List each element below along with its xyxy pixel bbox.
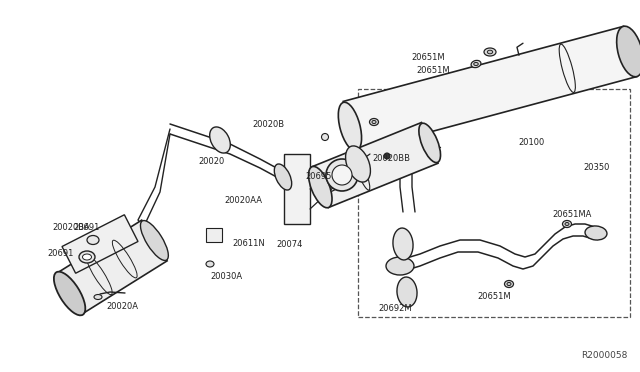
Ellipse shape [617,26,640,77]
Bar [284,154,310,224]
Polygon shape [57,220,167,314]
Text: 20030A: 20030A [210,272,242,281]
Text: 20350: 20350 [583,163,609,171]
Ellipse shape [565,222,569,225]
Text: 20691: 20691 [74,222,100,231]
Ellipse shape [87,235,99,244]
Ellipse shape [308,166,332,208]
Ellipse shape [585,226,607,240]
Bar [206,228,222,242]
Ellipse shape [79,251,95,263]
Ellipse shape [94,295,102,299]
Text: 20020A: 20020A [106,302,138,311]
Text: 20020AA: 20020AA [224,196,262,205]
Text: 20611N: 20611N [232,240,265,248]
Text: 20651M: 20651M [412,52,445,61]
Text: 20020BB: 20020BB [372,154,410,163]
Ellipse shape [393,228,413,260]
Ellipse shape [83,254,92,260]
Polygon shape [312,122,438,208]
Ellipse shape [386,257,414,275]
Text: 20100: 20100 [518,138,544,147]
Ellipse shape [507,282,511,286]
Text: 20651M: 20651M [477,292,511,301]
Ellipse shape [397,277,417,307]
Ellipse shape [487,50,493,54]
Text: 20651M: 20651M [417,65,450,74]
Ellipse shape [339,102,362,151]
Bar [358,89,630,317]
Text: 20020: 20020 [199,157,225,166]
Ellipse shape [275,164,292,190]
Text: 20691: 20691 [47,250,74,259]
Ellipse shape [419,123,440,163]
Ellipse shape [140,221,168,260]
Text: 20695: 20695 [305,171,332,180]
Text: 20651MA: 20651MA [552,209,591,218]
Ellipse shape [210,127,230,153]
Ellipse shape [504,280,513,288]
Text: R2000058: R2000058 [582,351,628,360]
Ellipse shape [326,159,358,191]
Ellipse shape [474,62,478,65]
Polygon shape [343,26,637,152]
Text: 20692M: 20692M [378,304,412,313]
Ellipse shape [563,221,572,228]
Ellipse shape [206,261,214,267]
Text: 20020BA: 20020BA [52,222,90,231]
Ellipse shape [372,121,376,124]
Polygon shape [62,215,138,273]
Ellipse shape [384,153,390,159]
Ellipse shape [321,134,328,141]
Ellipse shape [369,119,378,125]
Text: 20074: 20074 [277,240,303,249]
Ellipse shape [471,60,481,68]
Ellipse shape [332,165,352,185]
Ellipse shape [484,48,496,56]
Ellipse shape [346,146,371,182]
Ellipse shape [54,272,85,315]
Text: 20020B: 20020B [253,119,285,128]
